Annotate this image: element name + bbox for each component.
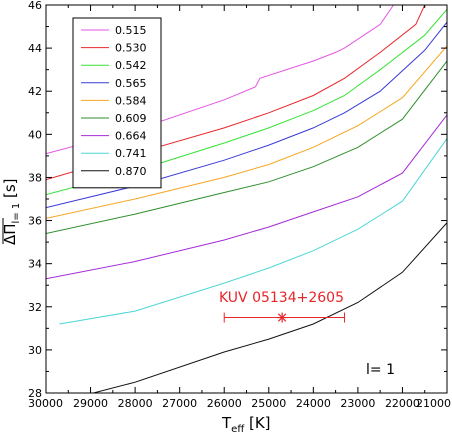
y-tick-label-32: 32 [28,301,42,314]
y-tick-label-38: 38 [28,171,42,184]
legend-label-0.584: 0.584 [115,94,147,107]
y-tick-label-28: 28 [28,387,42,400]
star-marker [277,313,287,322]
legend-label-0.565: 0.565 [115,77,147,90]
legend-label-0.741: 0.741 [115,147,147,160]
y-tick-label-46: 46 [28,0,42,12]
x-tick-label-26000: 26000 [207,397,242,410]
series-line-0.870 [91,222,447,393]
series-line-0.565 [46,21,447,209]
x-tick-label-30000: 30000 [28,397,63,410]
series-line-0.530 [46,5,426,181]
y-tick-label-36: 36 [28,215,42,228]
legend-label-0.870: 0.870 [115,165,147,178]
x-axis-title-unit: [K] [244,414,270,432]
legend: 0.515 0.530 0.542 0.565 0.584 0.609 0.664 0.741… [72,17,162,189]
series-line-0.584 [46,45,447,219]
y-tick-label-30: 30 [28,344,42,357]
y-axis-title-sub: l= 1 [11,203,22,224]
observation-point [223,312,346,323]
legend-box [72,17,162,189]
x-tick-label-28000: 28000 [118,397,153,410]
y-axis-title: ΔΠl= 1 [s] [1,178,22,245]
x-tick-label-27000: 27000 [162,397,197,410]
series-line-0.542 [46,8,447,196]
y-axis-title-unit: [s] [1,178,19,202]
series-line-0.515 [46,5,394,155]
x-tick-label-25000: 25000 [251,397,286,410]
x-tick-label-21000: 21000 [416,397,451,410]
y-tick-label-42: 42 [28,85,42,98]
degree-annotation: l= 1 [366,362,395,378]
observation-label: KUV 05134+2605 [219,290,344,306]
x-tick-label-22000: 22000 [385,397,420,410]
x-axis-title-sub: eff [231,424,245,433]
x-axis-title: Teff [K] [221,414,271,433]
legend-label-0.542: 0.542 [115,59,147,72]
y-tick-label-40: 40 [28,128,42,141]
x-tick-label-23000: 23000 [340,397,375,410]
legend-label-0.664: 0.664 [115,130,147,143]
legend-label-0.515: 0.515 [115,24,147,37]
y-tick-label-44: 44 [28,42,42,55]
y-axis-title-main: ΔΠ [1,223,19,245]
series-lines [46,5,447,393]
x-axis: 30000 29000 28000 27000 26000 25000 24000 23000… [28,5,451,410]
y-tick-label-34: 34 [28,258,42,271]
series-line-0.664 [46,114,447,280]
legend-label-0.530: 0.530 [115,42,147,55]
y-axis: 28 30 32 34 36 38 40 42 44 46 [28,0,447,400]
x-tick-label-24000: 24000 [296,397,331,410]
legend-label-0.609: 0.609 [115,112,147,125]
series-line-0.741 [59,138,447,325]
x-axis-title-main: T [221,414,232,432]
series-line-0.609 [46,60,447,234]
x-tick-label-29000: 29000 [73,397,108,410]
